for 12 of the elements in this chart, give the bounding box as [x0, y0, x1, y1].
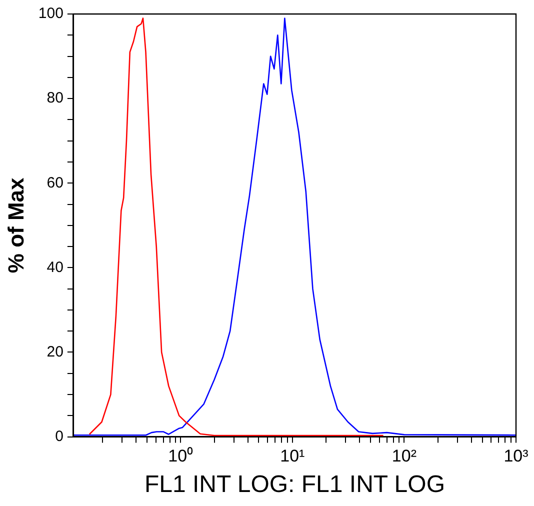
x-axis-title: FL1 INT LOG: FL1 INT LOG: [144, 471, 445, 498]
y-tick-label: 0: [55, 428, 64, 445]
x-tick-label: 10⁰: [168, 446, 194, 466]
y-tick-label: 60: [46, 174, 64, 192]
y-tick-label: 20: [46, 343, 64, 360]
x-tick-label: 10²: [392, 446, 417, 466]
y-tick-label: 40: [46, 258, 64, 276]
x-tick-label: 10³: [504, 446, 529, 466]
y-tick-label: 100: [38, 5, 64, 22]
x-tick-label: 10¹: [280, 446, 306, 466]
y-tick-label: 80: [46, 90, 64, 107]
y-axis-title: % of Max: [3, 176, 28, 274]
